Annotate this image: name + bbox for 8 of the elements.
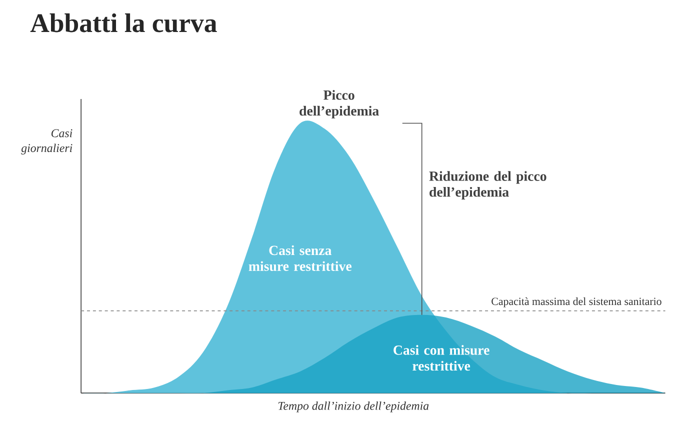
text: Picco dell’epidemia [300, 90, 379, 119]
y-axis-title: Casi giornalieri [21, 129, 72, 155]
annotation: Riduzione del picco dell’epidemia [429, 171, 546, 200]
series-label: Casi con misure restrittive [394, 345, 490, 371]
series-label: Casi senza misure restrittive [248, 245, 352, 272]
ref-line-label: Capacità massima del sistema sanitario [492, 298, 662, 308]
x-axis-title: Tempo dall’inizio dell’epidemia [278, 402, 429, 412]
chart-title: Abbatti la curva [30, 14, 217, 32]
